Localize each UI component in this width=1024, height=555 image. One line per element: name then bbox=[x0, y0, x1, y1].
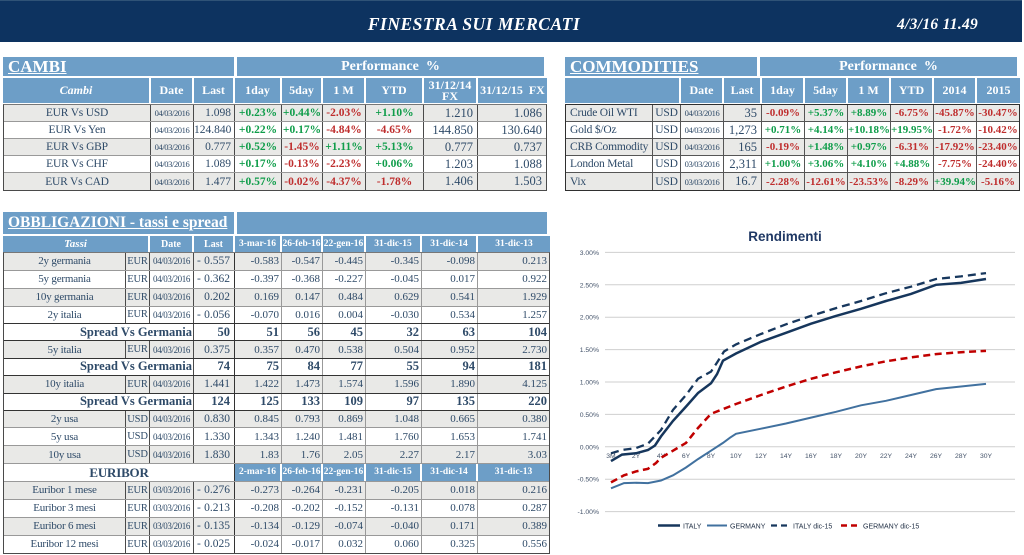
svg-text:22Y: 22Y bbox=[880, 453, 893, 460]
svg-text:1.00%: 1.00% bbox=[580, 380, 599, 387]
svg-text:2.50%: 2.50% bbox=[580, 282, 599, 289]
svg-text:0.50%: 0.50% bbox=[580, 412, 599, 419]
svg-text:10Y: 10Y bbox=[730, 453, 743, 460]
svg-text:1.50%: 1.50% bbox=[580, 347, 599, 354]
svg-text:26Y: 26Y bbox=[930, 453, 943, 460]
svg-text:-1.00%: -1.00% bbox=[577, 509, 599, 516]
svg-text:16Y: 16Y bbox=[805, 453, 818, 460]
svg-text:18Y: 18Y bbox=[830, 453, 843, 460]
svg-text:ITALY: ITALY bbox=[683, 523, 702, 530]
svg-text:ITALY dic-15: ITALY dic-15 bbox=[793, 523, 832, 530]
svg-text:20Y: 20Y bbox=[855, 453, 868, 460]
svg-text:2.00%: 2.00% bbox=[580, 315, 599, 322]
svg-text:30Y: 30Y bbox=[980, 453, 993, 460]
svg-text:GERMANY: GERMANY bbox=[730, 523, 766, 530]
svg-text:8Y: 8Y bbox=[707, 453, 716, 460]
svg-text:GERMANY dic-15: GERMANY dic-15 bbox=[863, 523, 919, 530]
svg-text:12Y: 12Y bbox=[755, 453, 768, 460]
svg-text:-0.50%: -0.50% bbox=[577, 477, 599, 484]
svg-text:3M: 3M bbox=[606, 453, 616, 460]
svg-text:6Y: 6Y bbox=[682, 453, 691, 460]
svg-text:3.00%: 3.00% bbox=[580, 250, 599, 257]
svg-text:2Y: 2Y bbox=[632, 453, 641, 460]
svg-text:28Y: 28Y bbox=[955, 453, 968, 460]
svg-text:14Y: 14Y bbox=[780, 453, 793, 460]
svg-text:24Y: 24Y bbox=[905, 453, 918, 460]
svg-text:Rendimenti: Rendimenti bbox=[748, 229, 822, 244]
svg-text:0.00%: 0.00% bbox=[580, 444, 599, 451]
